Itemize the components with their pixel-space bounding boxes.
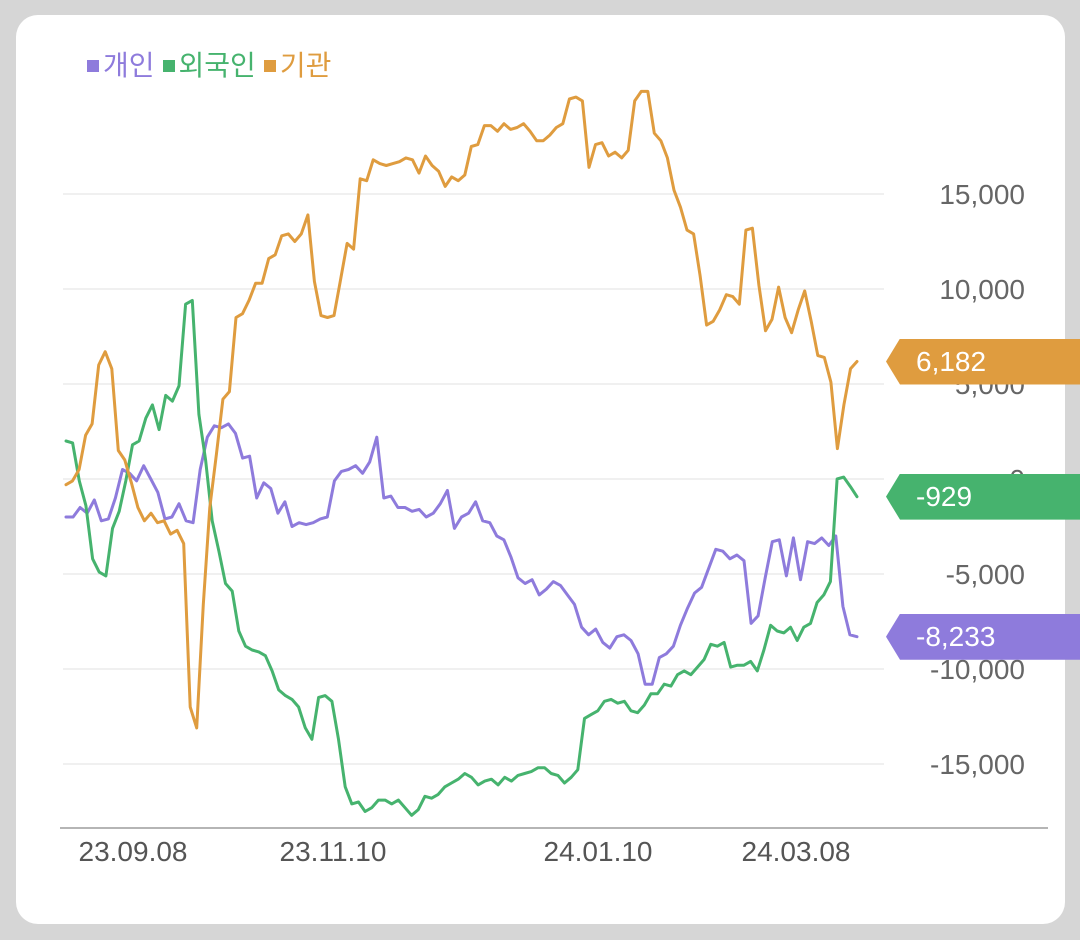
- series-line-1: [64, 298, 859, 817]
- legend-item-1[interactable]: 외국인: [162, 48, 256, 84]
- y-tick-label: 15,000: [939, 179, 1025, 210]
- y-tick-label: -5,000: [946, 559, 1025, 590]
- x-tick-label: 24.01.10: [544, 836, 653, 867]
- legend-swatch: [263, 60, 276, 72]
- y-tick-label: -15,000: [930, 749, 1025, 780]
- x-tick-label: 23.11.10: [280, 836, 387, 867]
- legend-item-0[interactable]: 개인: [87, 48, 155, 84]
- x-tick-label: 23.09.08: [79, 836, 188, 867]
- y-tick-label: 10,000: [939, 274, 1025, 305]
- series-line-0: [64, 422, 859, 686]
- chart-card: 개인 외국인 기관: [16, 15, 1065, 924]
- value-badge-0: 6,182: [886, 338, 1080, 385]
- legend-swatch: [162, 60, 175, 72]
- legend-label: 외국인: [178, 49, 256, 82]
- x-tick-label: 24.03.08: [742, 836, 851, 867]
- legend-label: 개인: [103, 49, 155, 82]
- value-badge-2: -8,233: [886, 613, 1080, 660]
- legend-swatch: [87, 60, 99, 72]
- legend-label: 기관: [279, 49, 332, 82]
- legend-item-2[interactable]: 기관: [263, 48, 332, 84]
- series-line-2: [64, 89, 859, 730]
- legend: 개인 외국인 기관: [87, 48, 331, 84]
- value-badge-1: -929: [886, 473, 1080, 520]
